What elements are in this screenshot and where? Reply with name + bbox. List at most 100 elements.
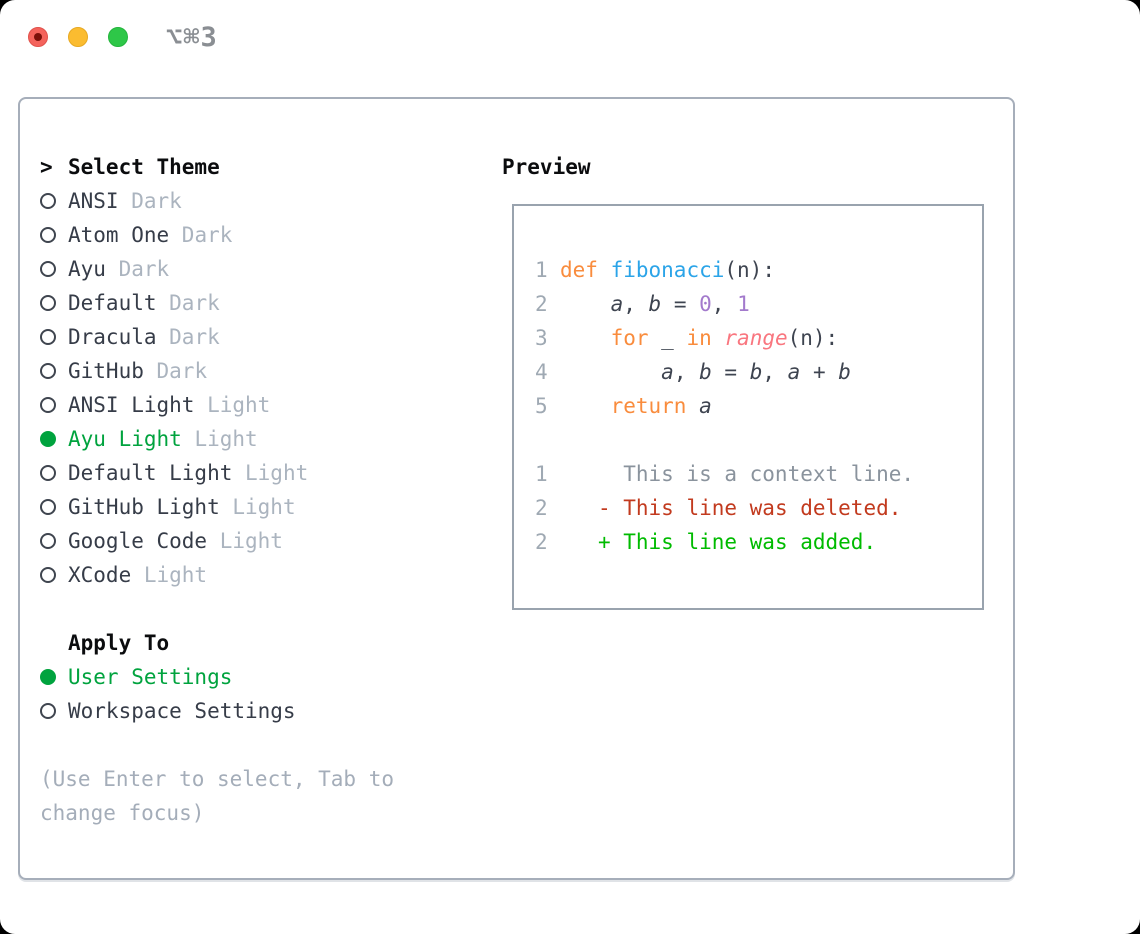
theme-option-default[interactable]: Default Dark (40, 286, 470, 320)
theme-option-github[interactable]: GitHub Dark (40, 354, 470, 388)
radio-icon (40, 329, 68, 345)
theme-name-label: Ayu (68, 257, 119, 281)
apply-option-workspace-settings[interactable]: Workspace Settings (40, 694, 470, 728)
radio-icon (40, 703, 68, 719)
code-token-plain: = (661, 292, 700, 316)
code-token-plain: (n): (787, 326, 839, 350)
theme-option-ansi[interactable]: ANSI Dark (40, 184, 470, 218)
theme-name-label: Dracula (68, 325, 170, 349)
line-number: 4 (535, 360, 548, 384)
theme-option-default-light[interactable]: Default Light Light (40, 456, 470, 490)
code-line: 4 a, b = b, a + b (535, 355, 982, 389)
theme-variant-label: Dark (131, 189, 182, 213)
line-number: 2 (535, 530, 548, 554)
code-token-fn: fibonacci (610, 258, 725, 282)
theme-option-ayu-light[interactable]: Ayu Light Light (40, 422, 470, 456)
theme-variant-label: Light (245, 461, 309, 485)
code-token-var: b (749, 360, 763, 384)
code-token-del: - This line was deleted. (597, 496, 902, 520)
line-number: 1 (535, 258, 548, 282)
code-token-kw: for (610, 326, 649, 350)
code-line: 2 a, b = 0, 1 (535, 287, 982, 321)
code-line: 2 + This line was added. (535, 525, 982, 559)
code-line: 1 This is a context line. (535, 457, 982, 491)
code-token-plain (560, 394, 611, 418)
code-token-plain: , (711, 292, 738, 316)
gap (40, 592, 470, 626)
code-token-plain: _ (648, 326, 687, 350)
theme-option-dracula[interactable]: Dracula Dark (40, 320, 470, 354)
close-active-dot-icon (34, 33, 42, 41)
code-line: 5 return a (535, 389, 982, 423)
code-token-var: a (787, 360, 801, 384)
close-button[interactable] (28, 27, 48, 47)
theme-name-label: GitHub (68, 359, 157, 383)
radio-icon (40, 363, 68, 379)
code-token-var: b (699, 360, 712, 384)
theme-option-github-light[interactable]: GitHub Light Light (40, 490, 470, 524)
select-theme-header: > Select Theme (40, 150, 470, 184)
hint-line-2: change focus) (40, 801, 205, 825)
theme-option-ayu[interactable]: Ayu Dark (40, 252, 470, 286)
code-token-plain (686, 394, 699, 418)
code-token-plain: , (673, 360, 700, 384)
radio-icon (40, 261, 68, 277)
window-hotkey-label: ⌥⌘3 (166, 22, 218, 53)
code-line: 1 def fibonacci(n): (535, 253, 982, 287)
theme-variant-label: Dark (169, 291, 220, 315)
theme-options-list: ANSI Dark Atom One Dark Ayu Dark Default Da… (40, 184, 470, 592)
line-number: 2 (535, 292, 548, 316)
code-token-var: a (610, 292, 624, 316)
code-line: 3 for _ in range(n): (535, 321, 982, 355)
theme-variant-label: Dark (118, 257, 170, 281)
theme-option-xcode[interactable]: XCode Light (40, 558, 470, 592)
theme-variant-label: Light (194, 427, 258, 451)
code-token-plain (560, 496, 598, 520)
theme-name-label: GitHub Light (68, 495, 233, 519)
theme-name-label: Ayu Light (68, 427, 195, 451)
theme-name-label: Atom One (68, 223, 182, 247)
theme-variant-label: Light (219, 529, 283, 553)
theme-variant-label: Light (207, 393, 271, 417)
code-token-plain (560, 360, 661, 384)
minimize-button[interactable] (68, 27, 88, 47)
code-token-num: 0 (699, 292, 712, 316)
code-token-plain (560, 530, 598, 554)
code-token-plain: , (762, 360, 788, 384)
theme-name-label: Default Light (68, 461, 246, 485)
apply-option-user-settings[interactable]: User Settings (40, 660, 470, 694)
theme-variant-label: Light (143, 563, 208, 587)
code-token-kw: def (560, 258, 598, 282)
theme-name-label: Google Code (68, 529, 220, 553)
theme-variant-label: Dark (156, 359, 208, 383)
code-token-var: a (699, 394, 712, 418)
code-token-call: range (724, 326, 788, 350)
radio-icon (40, 499, 68, 515)
radio-icon (40, 193, 68, 209)
radio-icon (40, 567, 68, 583)
code-token-num: 1 (737, 292, 750, 316)
apply-option-label: Workspace Settings (68, 699, 296, 723)
zoom-button[interactable] (108, 27, 128, 47)
hint-line-1: (Use Enter to select, Tab to (40, 767, 395, 791)
code-token-ctx: This is a context line. (560, 462, 915, 486)
radio-selected-icon (40, 431, 68, 447)
code-token-plain (712, 326, 725, 350)
focus-caret-icon: > (40, 155, 53, 179)
theme-list-column: > Select Theme ANSI Dark Atom One Dark Ayu… (40, 150, 470, 830)
theme-option-ansi-light[interactable]: ANSI Light Light (40, 388, 470, 422)
theme-option-google-code[interactable]: Google Code Light (40, 524, 470, 558)
radio-icon (40, 397, 68, 413)
radio-selected-icon (40, 669, 68, 685)
code-token-plain: , (623, 292, 649, 316)
preview-title: Preview (502, 155, 591, 179)
apply-to-options-list: User Settings Workspace Settings (40, 660, 470, 728)
code-token-plain: = (711, 360, 750, 384)
apply-to-label: Apply To (68, 631, 170, 655)
theme-name-label: XCode (68, 563, 144, 587)
code-blank-line (535, 423, 982, 457)
theme-option-atom-one[interactable]: Atom One Dark (40, 218, 470, 252)
code-token-plain: (n): (724, 258, 775, 282)
